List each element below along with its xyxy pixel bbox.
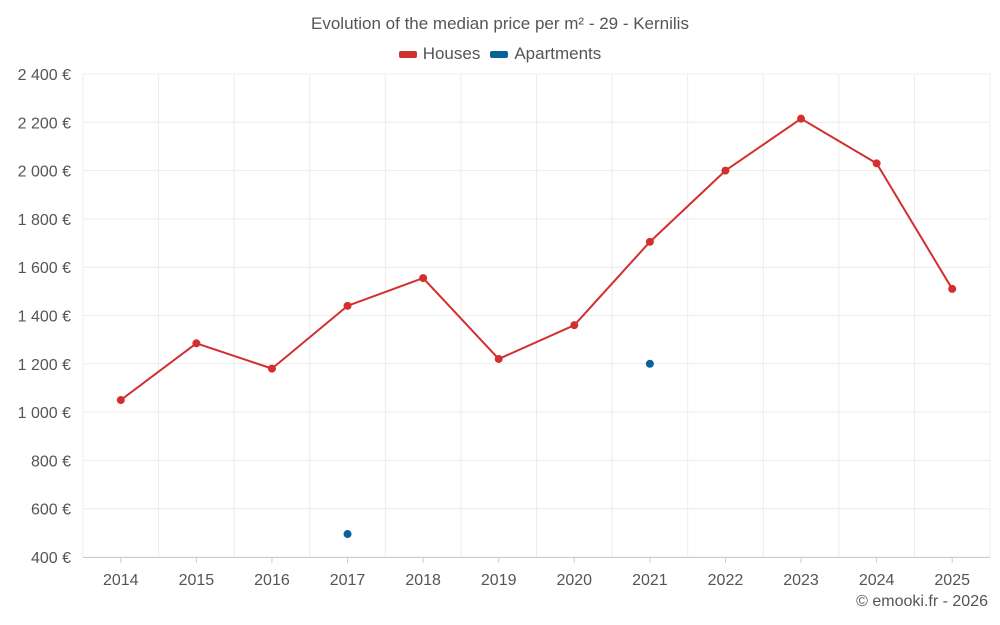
data-point-houses bbox=[570, 321, 579, 330]
chart-title: Evolution of the median price per m² - 2… bbox=[311, 14, 689, 33]
series-line-houses bbox=[120, 117, 954, 401]
credit-text: © emooki.fr - 2026 bbox=[856, 593, 988, 610]
legend-swatch-apartments bbox=[490, 50, 509, 58]
x-tick-label: 2017 bbox=[330, 572, 366, 589]
x-tick-label: 2020 bbox=[556, 572, 592, 589]
grid-lines bbox=[82, 73, 991, 558]
y-tick-label: 800 € bbox=[31, 453, 71, 470]
data-point-houses bbox=[797, 114, 806, 123]
data-point-houses bbox=[494, 354, 503, 363]
legend: Houses Apartments bbox=[0, 44, 1000, 64]
x-tick-label: 2023 bbox=[783, 572, 819, 589]
y-tick-label: 2 200 € bbox=[18, 115, 71, 132]
data-point-houses bbox=[343, 301, 352, 310]
legend-swatch-houses bbox=[398, 50, 417, 58]
x-tick-label: 2019 bbox=[481, 572, 517, 589]
x-tick-label: 2025 bbox=[934, 572, 970, 589]
x-tick-label: 2021 bbox=[632, 572, 668, 589]
y-tick-label: 400 € bbox=[31, 550, 71, 567]
legend-label-apartments: Apartments bbox=[514, 44, 602, 63]
data-point-apartments bbox=[343, 530, 352, 539]
axes: 400 € 600 € 800 € 1 000 € 1 200 € 1 400 € 1 60… bbox=[18, 67, 990, 589]
data-point-houses bbox=[116, 396, 125, 405]
series-layer bbox=[116, 114, 957, 539]
data-point-houses bbox=[419, 274, 428, 283]
legend-item-apartments[interactable]: Apartments bbox=[490, 44, 601, 64]
data-point-houses bbox=[948, 284, 957, 293]
legend-item-houses[interactable]: Houses bbox=[398, 44, 481, 64]
y-tick-label: 1 400 € bbox=[18, 309, 71, 326]
data-point-houses bbox=[721, 166, 730, 175]
y-tick-label: 2 400 € bbox=[18, 67, 71, 84]
x-tick-label: 2016 bbox=[254, 572, 290, 589]
x-tick-label: 2015 bbox=[179, 572, 215, 589]
y-tick-label: 2 000 € bbox=[18, 164, 71, 181]
x-tick-label: 2024 bbox=[859, 572, 895, 589]
data-point-houses bbox=[645, 237, 654, 246]
y-tick-label: 1 600 € bbox=[18, 260, 71, 277]
data-point-houses bbox=[872, 159, 881, 168]
data-point-houses bbox=[192, 339, 201, 348]
x-tick-label: 2018 bbox=[405, 572, 441, 589]
y-tick-label: 1 000 € bbox=[18, 405, 71, 422]
data-point-apartments bbox=[645, 359, 654, 368]
legend-label-houses: Houses bbox=[422, 44, 481, 63]
x-tick-label: 2022 bbox=[708, 572, 744, 589]
y-tick-label: 1 800 € bbox=[18, 212, 71, 229]
x-tick-label: 2014 bbox=[103, 572, 139, 589]
y-tick-label: 600 € bbox=[31, 502, 71, 519]
y-tick-label: 1 200 € bbox=[18, 357, 71, 374]
data-point-houses bbox=[267, 364, 276, 373]
